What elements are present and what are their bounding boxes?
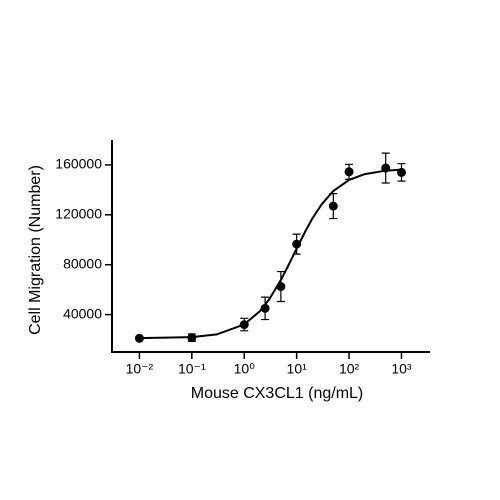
data-point <box>396 167 406 177</box>
data-point <box>134 333 144 343</box>
y-tick-label: 80000 <box>63 255 102 271</box>
data-point <box>328 201 338 211</box>
data-point <box>381 163 391 173</box>
x-tick-label: 10⁰ <box>234 361 256 377</box>
x-tick-label: 10⁻² <box>126 361 154 377</box>
y-axis-label: Cell Migration (Number) <box>27 165 44 335</box>
y-tick-label: 160000 <box>55 156 102 172</box>
y-tick-label: 120000 <box>55 206 102 222</box>
x-tick-label: 10² <box>339 361 360 377</box>
x-tick-label: 10⁻¹ <box>178 361 206 377</box>
data-point <box>260 303 270 313</box>
data-point <box>187 333 197 343</box>
data-point <box>344 167 354 177</box>
data-point <box>239 320 249 330</box>
data-point <box>276 282 286 292</box>
x-tick-label: 10³ <box>391 361 412 377</box>
y-tick-label: 40000 <box>63 305 102 321</box>
x-tick-label: 10¹ <box>287 361 308 377</box>
data-point <box>292 239 302 249</box>
x-axis-label: Mouse CX3CL1 (ng/mL) <box>191 385 364 402</box>
